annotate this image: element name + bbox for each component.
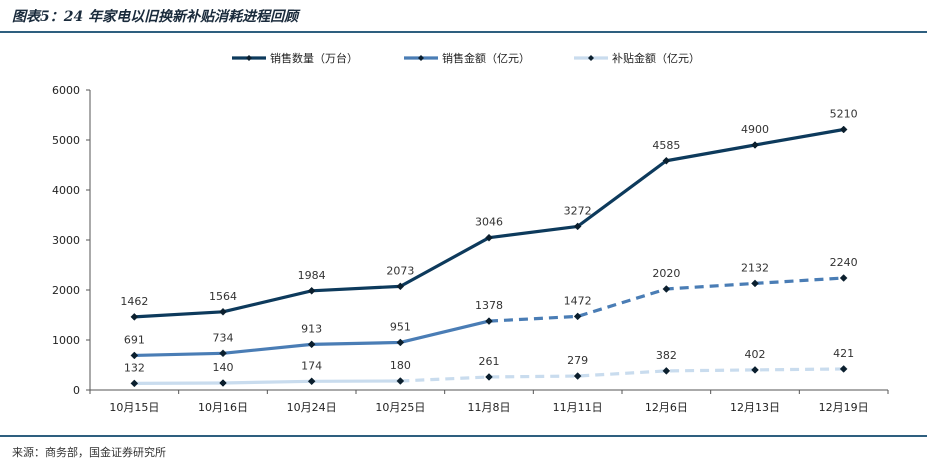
data-label: 421 [833,347,854,360]
data-point-marker [662,367,671,375]
data-point-marker [396,338,405,347]
data-label: 2132 [741,261,769,274]
data-point-marker [573,222,582,231]
x-tick-label: 10月16日 [198,401,248,414]
data-label: 1378 [475,299,503,312]
data-label: 2020 [652,267,680,280]
y-tick-label: 5000 [52,134,80,147]
data-label: 279 [567,354,588,367]
data-point-marker [307,377,316,386]
data-point-marker [662,285,671,293]
data-label: 1984 [298,269,326,282]
data-point-marker [219,307,227,316]
x-tick-label: 10月25日 [375,401,425,414]
y-tick-label: 1000 [52,334,80,347]
data-label: 174 [301,359,322,372]
data-point-marker [219,379,227,387]
data-label: 951 [390,320,411,333]
data-label: 140 [213,361,234,374]
x-tick-label: 12月13日 [730,401,780,414]
series-line-3 [134,379,401,385]
chart-title: 图表5：24 年家电以旧换新补贴消耗进程回顾 [12,9,299,25]
data-point-marker [307,340,316,349]
data-point-marker [485,317,493,325]
legend-swatch-marker [246,55,252,61]
series-line-dashed-2 [488,276,844,323]
data-label: 180 [390,359,411,372]
data-label: 4900 [741,123,769,136]
y-tick-label: 6000 [52,84,80,97]
x-tick-label: 11月8日 [468,401,511,414]
data-label: 5210 [830,108,858,121]
data-label: 3272 [564,204,592,217]
data-point-marker [751,141,759,149]
data-point-marker [130,351,139,360]
data-point-marker [573,372,582,380]
bottom-divider [0,435,927,437]
y-tick-label: 0 [73,384,80,397]
legend-swatch-marker [588,55,594,61]
data-point-marker [396,377,405,385]
data-label: 691 [124,333,145,346]
data-label: 1472 [564,294,592,307]
data-point-marker [751,366,759,374]
legend-label: 补贴金额（亿元） [612,51,700,65]
data-point-marker [839,125,848,134]
legend-label: 销售数量（万台） [270,51,358,65]
x-tick-label: 12月19日 [819,401,869,414]
legend-label: 销售金额（亿元） [442,51,530,65]
data-point-marker [130,313,139,321]
data-label: 261 [479,355,500,368]
data-label: 734 [213,331,234,344]
top-divider [0,31,927,33]
data-point-marker [485,373,493,381]
data-label: 2073 [386,264,414,277]
data-label: 1564 [209,290,237,303]
x-tick-label: 10月15日 [109,401,159,414]
data-point-marker [573,312,582,321]
x-tick-label: 11月11日 [553,401,603,414]
data-point-marker [396,282,405,291]
legend-swatch-marker [418,55,424,61]
data-point-marker [130,379,139,388]
data-point-marker [839,365,848,373]
source-note: 来源：商务部，国金证券研究所 [12,446,166,459]
data-label: 382 [656,349,677,362]
data-point-marker [219,349,227,358]
data-label: 4585 [652,139,680,152]
data-point-marker [839,274,848,282]
y-tick-label: 3000 [52,234,80,247]
data-label: 132 [124,361,145,374]
line-chart: 0 1000 2000 3000 4000 5000 6000 10月15日 10月16日 10月… [52,51,889,414]
data-point-marker [751,279,759,288]
series-line-dashed-3 [400,367,844,383]
data-label: 402 [745,348,766,361]
data-label: 913 [301,322,322,335]
x-tick-label: 10月24日 [287,401,337,414]
y-tick-label: 4000 [52,184,80,197]
data-point-marker [662,156,671,165]
data-label: 3046 [475,216,503,229]
data-point-marker [307,286,316,295]
data-label: 1462 [120,295,148,308]
y-tick-label: 2000 [52,284,80,297]
data-label: 2240 [830,256,858,269]
data-point-marker [485,233,493,242]
x-tick-label: 12月6日 [645,401,688,414]
